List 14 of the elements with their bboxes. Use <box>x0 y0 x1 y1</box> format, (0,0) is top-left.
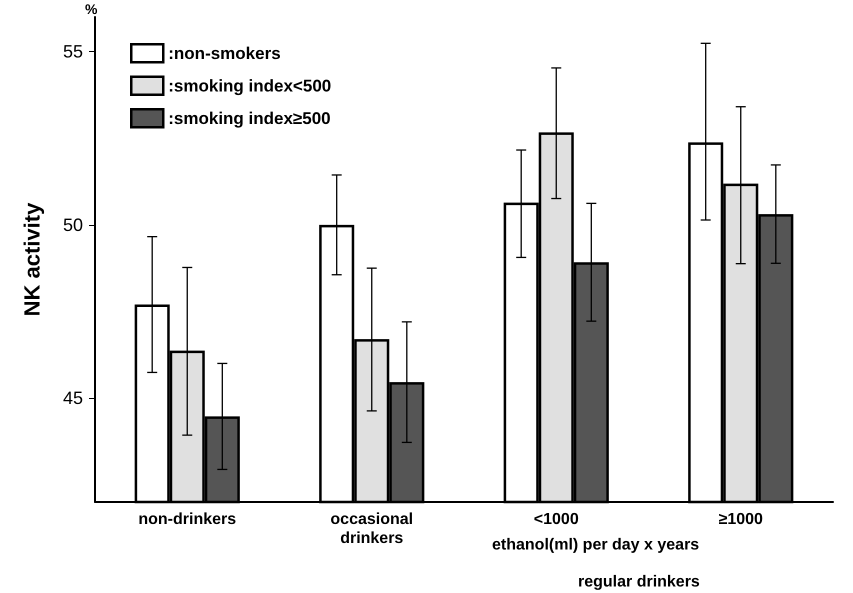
annotation: % <box>85 1 98 17</box>
y-axis-title: NK activity <box>20 202 44 316</box>
legend-label: :non-smokers <box>168 44 281 63</box>
y-tick-label: 45 <box>62 388 83 408</box>
x-tick-label: occasional drinkers <box>330 511 414 547</box>
x-tick-label: ≥1000 <box>718 511 764 528</box>
y-tick-label: 55 <box>62 42 83 62</box>
text: ethanol(ml) per day x years <box>492 536 700 554</box>
text: regular drinkers <box>578 574 700 590</box>
x-tick-label: non-drinkers <box>138 511 236 528</box>
y-tick-label: 50 <box>62 214 83 235</box>
legend-label: :smoking index<500 <box>168 76 332 96</box>
legend-label: :smoking index≥500 <box>168 108 331 128</box>
x-tick-label: <1000 <box>534 511 579 528</box>
